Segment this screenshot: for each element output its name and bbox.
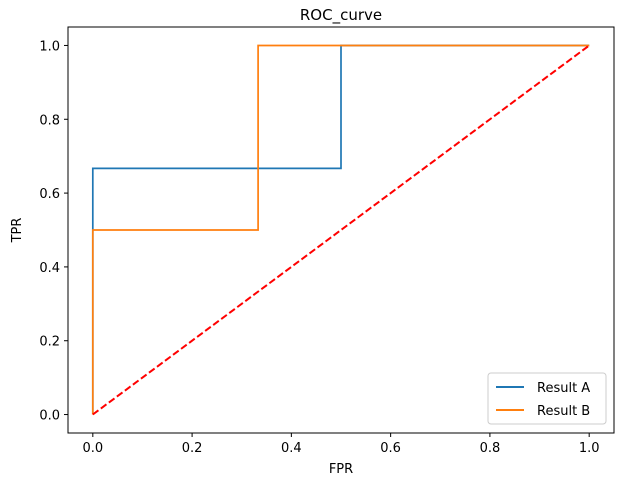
- legend: Result A Result B: [487, 372, 607, 425]
- diagonal-reference-line: [92, 44, 590, 416]
- x-tick-label: 0.2: [182, 441, 203, 456]
- series-line-result-b: [91, 44, 590, 415]
- chart-title: ROC_curve: [300, 6, 382, 25]
- x-axis-ticks: 0.0 0.2 0.4 0.6 0.8 1.0: [82, 433, 600, 456]
- x-tick-label: 0.0: [82, 441, 103, 456]
- y-tick-label: 0.0: [39, 409, 60, 424]
- x-tick-label: 0.8: [480, 441, 501, 456]
- x-tick-label: 0.6: [380, 441, 401, 456]
- y-tick-label: 0.8: [39, 113, 60, 128]
- y-tick-label: 1.0: [39, 39, 60, 54]
- y-axis-ticks: 0.0 0.2 0.4 0.6 0.8 1.0: [39, 39, 68, 424]
- legend-box: [487, 372, 607, 425]
- y-axis-label: TPR: [10, 218, 25, 244]
- y-tick-label: 0.4: [39, 261, 60, 276]
- plot-frame: [67, 26, 615, 434]
- series-layer: [91, 44, 590, 416]
- y-tick-label: 0.6: [39, 187, 60, 202]
- x-axis-label: FPR: [329, 462, 353, 477]
- legend-label-result-b: Result B: [537, 404, 590, 419]
- x-tick-label: 0.4: [281, 441, 302, 456]
- legend-label-result-a: Result A: [537, 381, 590, 396]
- x-tick-label: 1.0: [579, 441, 600, 456]
- y-tick-label: 0.2: [39, 335, 60, 350]
